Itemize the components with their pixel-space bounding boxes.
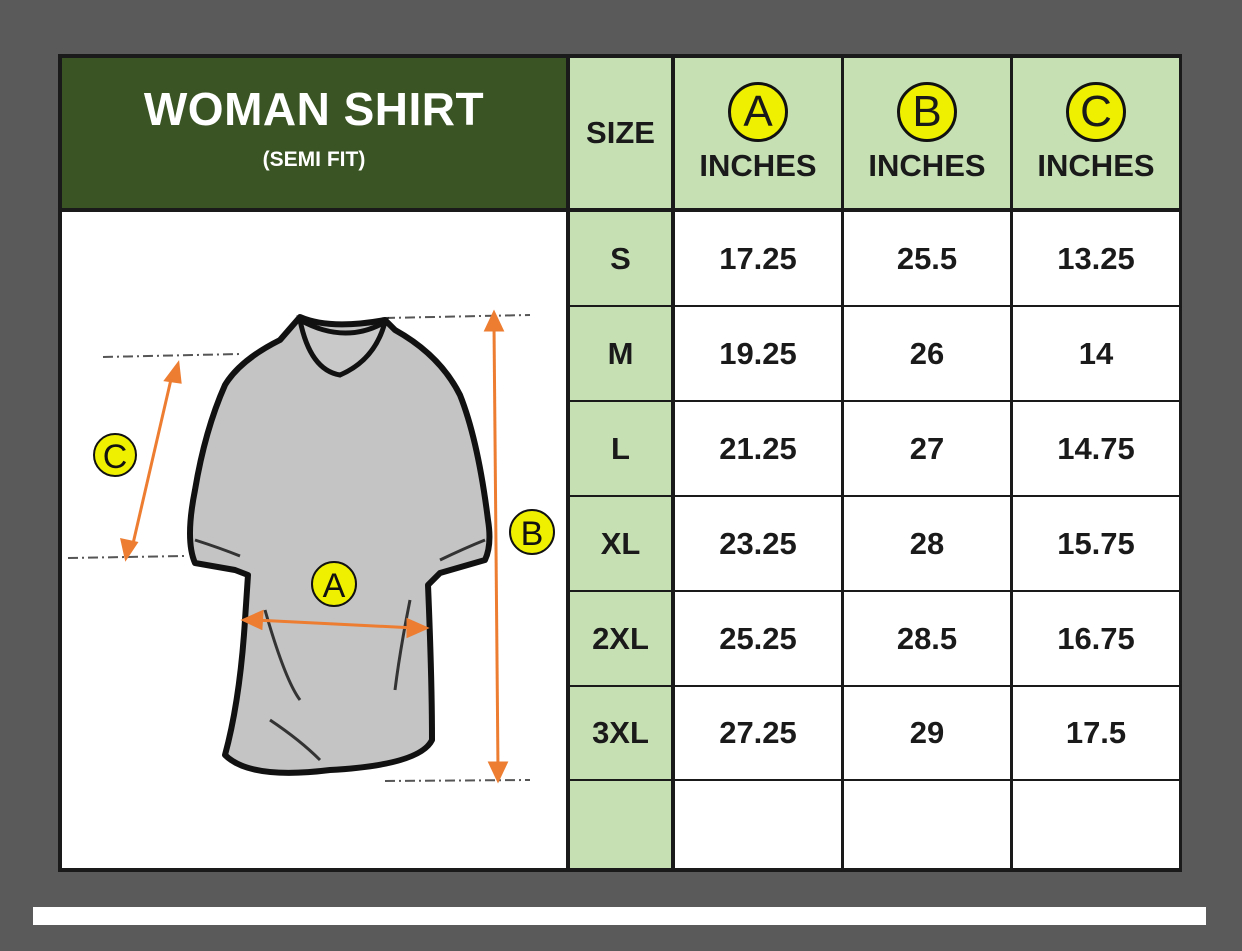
empty-cell <box>570 781 671 868</box>
chart-title: WOMAN SHIRT <box>143 83 485 135</box>
measurement-cell-c: 17.5 <box>1013 687 1179 779</box>
size-cell: XL <box>570 497 671 590</box>
shirt-illustration-panel: C B A <box>62 212 566 868</box>
svg-text:C: C <box>103 438 128 476</box>
empty-cell <box>1013 781 1179 868</box>
measurement-cell-a: 27.25 <box>675 687 841 779</box>
size-header: SIZE <box>570 58 671 208</box>
measurement-cell-c: 13.25 <box>1013 212 1179 305</box>
measurement-cell-b: 29 <box>844 687 1010 779</box>
badge-a: A <box>311 561 357 607</box>
column-header-c: C INCHES <box>1013 58 1179 208</box>
measurement-cell-b: 26 <box>844 307 1010 400</box>
measurement-cell-a: 19.25 <box>675 307 841 400</box>
measurement-cell-b: 25.5 <box>844 212 1010 305</box>
measurement-cell-c: 14 <box>1013 307 1179 400</box>
measurement-cell-c: 16.75 <box>1013 592 1179 685</box>
size-cell: 2XL <box>570 592 671 685</box>
collar-icon <box>296 315 389 378</box>
badge-a-icon: A <box>728 82 788 142</box>
svg-text:B: B <box>521 515 544 553</box>
shirt-diagram: C B A <box>67 309 555 784</box>
badge-b: B <box>509 509 555 555</box>
measurement-cell-b: 28.5 <box>844 592 1010 685</box>
measure-arrows <box>120 309 509 784</box>
size-cell: M <box>570 307 671 400</box>
measurement-cell-c: 14.75 <box>1013 402 1179 495</box>
unit-label: INCHES <box>868 148 986 183</box>
badge-c: C <box>93 433 137 477</box>
measurement-cell-c: 15.75 <box>1013 497 1179 590</box>
badge-b-icon: B <box>897 82 957 142</box>
size-cell: L <box>570 402 671 495</box>
chart-subtitle: (SEMI FIT) <box>262 148 366 171</box>
unit-label: INCHES <box>1037 148 1155 183</box>
measurement-cell-a: 17.25 <box>675 212 841 305</box>
unit-label: INCHES <box>699 148 817 183</box>
guide-lines <box>67 314 531 782</box>
measurement-cell-b: 28 <box>844 497 1010 590</box>
measurement-cell-a: 23.25 <box>675 497 841 590</box>
bottom-bar <box>33 907 1206 925</box>
badge-c-icon: C <box>1066 82 1126 142</box>
title-box: WOMAN SHIRT (SEMI FIT) <box>62 58 566 208</box>
column-header-b: B INCHES <box>844 58 1010 208</box>
svg-text:A: A <box>323 567 346 605</box>
empty-cell <box>675 781 841 868</box>
measurement-cell-b: 27 <box>844 402 1010 495</box>
size-cell: 3XL <box>570 687 671 779</box>
measurement-cell-a: 21.25 <box>675 402 841 495</box>
shirt-icon <box>187 314 493 776</box>
column-header-a: A INCHES <box>675 58 841 208</box>
size-cell: S <box>570 212 671 305</box>
measurement-cell-a: 25.25 <box>675 592 841 685</box>
empty-cell <box>844 781 1010 868</box>
